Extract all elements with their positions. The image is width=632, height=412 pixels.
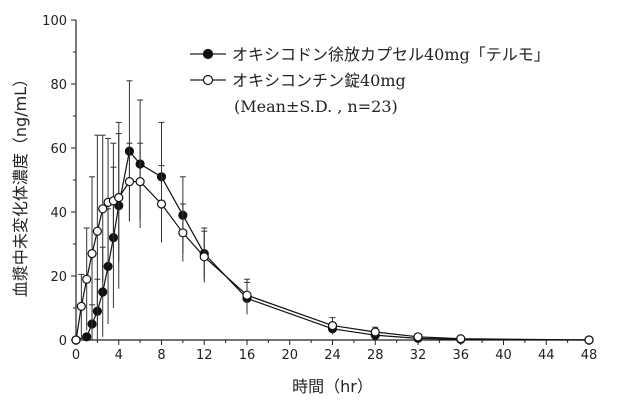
x-tick-label: 24 <box>324 348 341 363</box>
x-tick-label: 36 <box>452 348 469 363</box>
data-point <box>413 332 423 342</box>
data-point <box>327 321 338 331</box>
data-point <box>87 249 97 259</box>
legend: オキシコドン徐放カプセル40mg「テルモ」 オキシコンチン錠40mg (Mean… <box>190 45 550 116</box>
legend-marker-series-2 <box>202 74 214 86</box>
y-tick-label: 0 <box>59 334 67 349</box>
y-ticks: 0 20 40 60 80 100 <box>42 14 76 349</box>
x-tick-label: 20 <box>281 348 298 363</box>
x-tick-label: 32 <box>410 348 427 363</box>
data-point <box>82 332 92 342</box>
y-tick-label: 60 <box>50 142 67 157</box>
y-tick-label: 40 <box>50 206 67 221</box>
series-1 <box>71 80 594 345</box>
x-tick-label: 44 <box>538 348 555 363</box>
x-tick-label: 16 <box>239 348 256 363</box>
legend-note: (Mean±S.D. , n=23) <box>234 97 398 116</box>
series-line <box>75 149 590 341</box>
series-2 <box>71 133 594 345</box>
series-layer <box>71 80 594 345</box>
x-tick-label: 12 <box>196 348 213 363</box>
x-tick-label: 48 <box>581 348 598 363</box>
y-tick-label: 100 <box>42 14 67 29</box>
data-point <box>584 335 594 345</box>
x-tick-label: 28 <box>367 348 384 363</box>
x-tick-label: 8 <box>157 348 165 363</box>
data-point <box>199 252 209 262</box>
data-point <box>370 327 380 337</box>
series-line <box>75 181 590 341</box>
data-point <box>71 335 81 345</box>
x-tick-label: 4 <box>115 348 123 363</box>
data-point <box>135 177 145 187</box>
legend-label-series-2: オキシコンチン錠40mg <box>232 71 406 90</box>
y-tick-label: 80 <box>50 78 67 93</box>
data-point <box>178 228 188 238</box>
data-point <box>124 177 135 187</box>
legend-label-series-1: オキシコドン徐放カプセル40mg「テルモ」 <box>232 45 550 64</box>
x-ticks: 0 4 8 12 16 20 24 28 32 36 40 44 48 <box>72 340 597 363</box>
data-point <box>242 290 252 300</box>
data-point <box>98 287 108 297</box>
y-tick-label: 20 <box>50 270 67 285</box>
data-point <box>456 334 466 344</box>
x-axis-title: 時間（hr） <box>292 377 373 396</box>
x-tick-label: 40 <box>495 348 512 363</box>
data-point <box>114 193 124 203</box>
data-point <box>76 301 86 311</box>
x-tick-label: 0 <box>72 348 80 363</box>
data-point <box>156 199 167 209</box>
y-axis-title: 血漿中未変化体濃度（ng/mL） <box>11 71 30 297</box>
legend-marker-series-1 <box>202 48 214 60</box>
data-point <box>82 274 92 284</box>
data-point <box>98 204 108 214</box>
data-point <box>92 226 102 236</box>
